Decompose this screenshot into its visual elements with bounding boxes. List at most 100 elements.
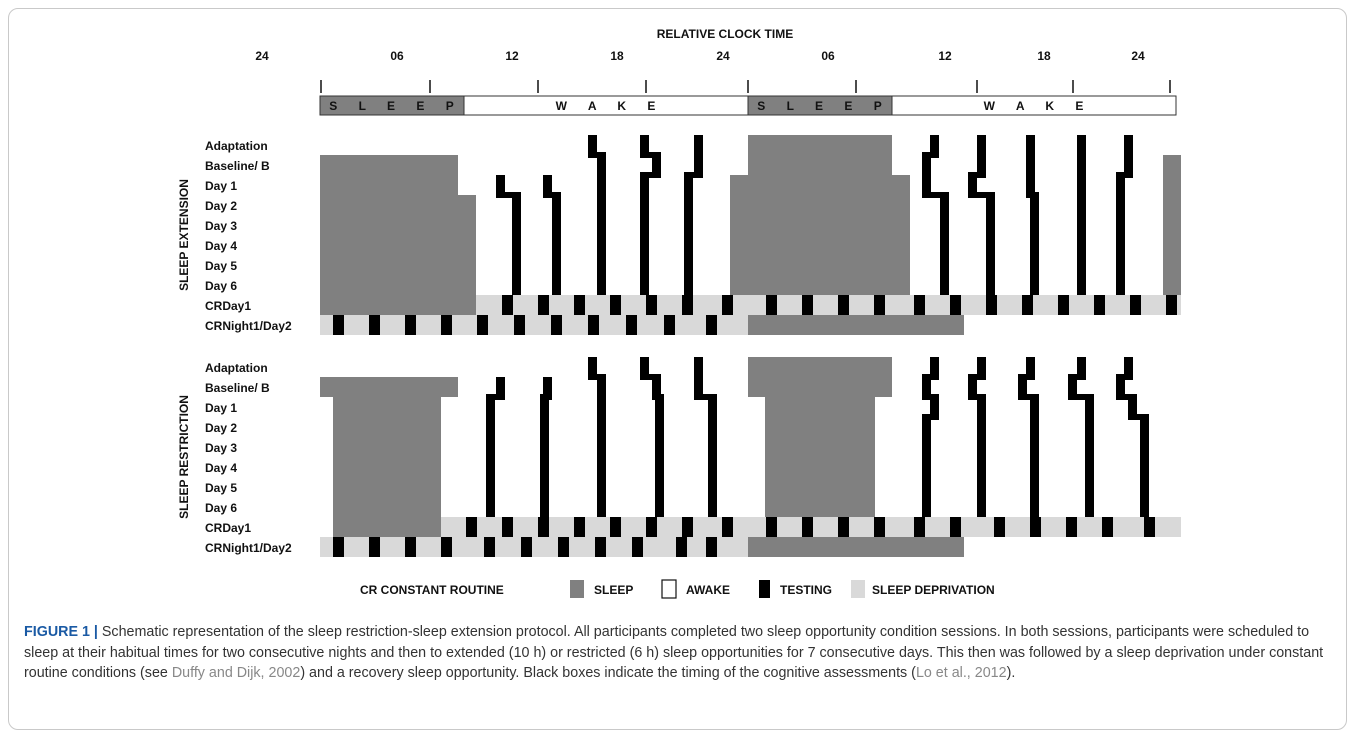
testing-session	[558, 537, 569, 557]
testing-shift	[496, 192, 521, 198]
testing-session	[940, 275, 949, 296]
testing-session	[922, 497, 931, 518]
row-label: Day 3	[205, 219, 237, 233]
testing-session	[514, 315, 525, 335]
testing-session	[708, 457, 717, 478]
testing-session	[1128, 397, 1137, 418]
testing-session	[646, 517, 657, 537]
testing-session	[405, 315, 416, 335]
testing-session	[930, 135, 939, 156]
testing-session	[652, 155, 661, 176]
testing-session	[540, 497, 549, 518]
testing-session	[588, 135, 597, 156]
testing-session	[655, 397, 664, 418]
testing-session	[597, 255, 606, 276]
row-label: CRDay1	[205, 521, 251, 535]
sleep-band-label: S L E E P	[757, 99, 890, 113]
testing-session	[1085, 417, 1094, 438]
sleep-block	[320, 155, 458, 175]
recovery-sleep-block	[748, 537, 964, 557]
testing-shift	[1068, 394, 1094, 400]
testing-shift	[1128, 414, 1149, 420]
testing-session	[922, 477, 931, 498]
testing-session	[977, 477, 986, 498]
testing-session	[369, 315, 380, 335]
testing-session	[676, 537, 687, 557]
legend-cr-label: CR CONSTANT ROUTINE	[360, 583, 504, 597]
testing-session	[597, 377, 606, 398]
testing-session	[1026, 175, 1035, 196]
testing-session	[540, 417, 549, 438]
testing-session	[986, 235, 995, 256]
testing-session	[655, 437, 664, 458]
reference-link-lo[interactable]: Lo et al., 2012	[915, 665, 1007, 681]
testing-session	[538, 517, 549, 537]
testing-session	[610, 295, 621, 315]
testing-session	[1077, 135, 1086, 156]
legend-sleep-label: SLEEP	[594, 583, 633, 597]
testing-session	[540, 437, 549, 458]
testing-shift	[922, 192, 949, 198]
reference-link-duffy-dijk[interactable]: Duffy and Dijk, 2002	[171, 665, 301, 681]
testing-shift	[684, 172, 703, 178]
testing-session	[950, 517, 961, 537]
sleep-block	[730, 175, 910, 195]
hour-label: 24	[255, 49, 269, 63]
testing-session	[1030, 497, 1039, 518]
testing-session	[333, 315, 344, 335]
testing-session	[968, 377, 977, 398]
testing-session	[874, 295, 885, 315]
testing-session	[552, 235, 561, 256]
testing-session	[1026, 357, 1035, 378]
testing-session	[1130, 295, 1141, 315]
testing-session	[640, 175, 649, 196]
testing-session	[694, 155, 703, 176]
testing-session	[405, 537, 416, 557]
section-sleep-restriction: SLEEP RESTRICTION Adaptation Baseline/ B Da…	[177, 357, 1181, 557]
testing-session	[640, 135, 649, 156]
testing-session	[1030, 437, 1039, 458]
testing-session	[1066, 517, 1077, 537]
testing-session	[441, 537, 452, 557]
testing-session	[1018, 377, 1027, 398]
testing-session	[986, 295, 997, 315]
legend-deprivation-swatch	[851, 580, 865, 598]
testing-session	[486, 457, 495, 478]
testing-session	[597, 417, 606, 438]
testing-session	[626, 315, 637, 335]
testing-session	[646, 295, 657, 315]
caption-text-2: ) and a recovery sleep opportunity. Blac…	[300, 665, 916, 681]
testing-session	[521, 537, 532, 557]
testing-session	[540, 457, 549, 478]
testing-session	[930, 357, 939, 378]
testing-session	[708, 417, 717, 438]
clock-header: RELATIVE CLOCK TIME 24 06 12 18 24 06 12 18 24	[255, 27, 1171, 93]
sleep-block	[333, 397, 441, 557]
testing-session	[655, 477, 664, 498]
testing-session	[1085, 397, 1094, 418]
testing-session	[838, 517, 849, 537]
testing-session	[441, 315, 452, 335]
testing-session	[1140, 437, 1149, 458]
testing-session	[914, 517, 925, 537]
testing-session	[640, 235, 649, 256]
testing-session	[1077, 255, 1086, 276]
legend-sleep-swatch	[570, 580, 584, 598]
testing-session	[766, 295, 777, 315]
testing-session	[1116, 377, 1125, 398]
hour-label: 12	[505, 49, 519, 63]
testing-session	[940, 195, 949, 216]
testing-session	[664, 315, 675, 335]
testing-session	[552, 275, 561, 296]
protocol-diagram: RELATIVE CLOCK TIME 24 06 12 18 24 06 12 18 24 S…	[177, 27, 1181, 599]
testing-session	[512, 235, 521, 256]
testing-shift	[968, 192, 995, 198]
testing-session	[588, 315, 599, 335]
caption-text-1: Schematic representation of the sleep re…	[24, 624, 1324, 681]
testing-session	[552, 195, 561, 216]
testing-session	[655, 457, 664, 478]
testing-session	[1124, 357, 1133, 378]
testing-session	[1094, 295, 1105, 315]
testing-session	[922, 175, 931, 196]
testing-session	[486, 497, 495, 518]
